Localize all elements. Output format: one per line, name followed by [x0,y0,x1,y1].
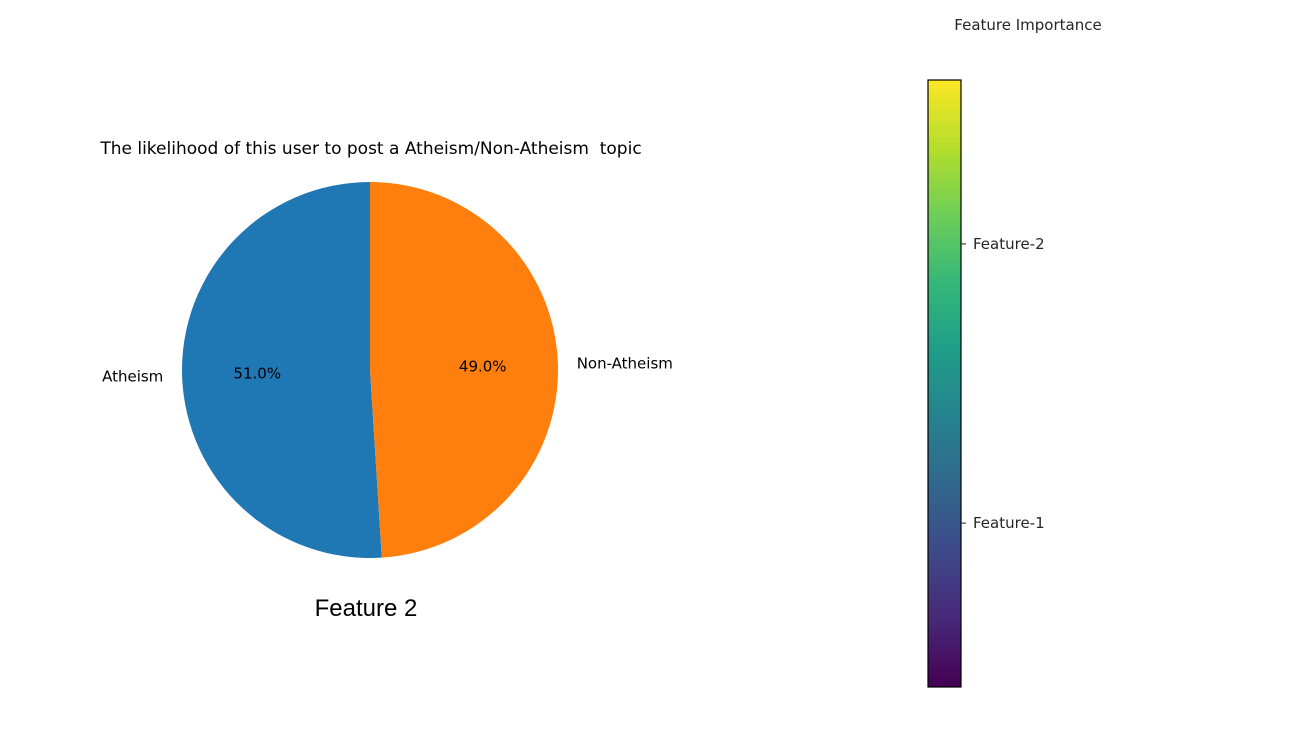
pie-slice-non-atheism [370,182,558,558]
colorbar-gradient [927,79,962,688]
colorbar-tick-label: Feature-2 [973,235,1045,253]
pie-category-label: Atheism [102,367,163,385]
colorbar-title: Feature Importance [954,16,1101,34]
pie-category-label: Non-Atheism [577,355,673,373]
pie-labels: Atheism 51.0% Non-Atheism 49.0% [102,355,673,386]
colorbar: Feature Importance Feature-1 Feature-2 [927,16,1102,688]
pie-percent-label: 51.0% [233,365,281,383]
pie-chart: The likelihood of this user to post a At… [99,139,673,622]
pie-title: The likelihood of this user to post a At… [99,139,641,159]
pie-caption: Feature 2 [315,595,418,622]
pie-percent-label: 49.0% [459,357,507,375]
pie-slices [181,182,558,558]
colorbar-ticks: Feature-1 Feature-2 [961,235,1045,532]
pie-slice-atheism [181,182,382,558]
colorbar-tick-label: Feature-1 [973,514,1045,532]
